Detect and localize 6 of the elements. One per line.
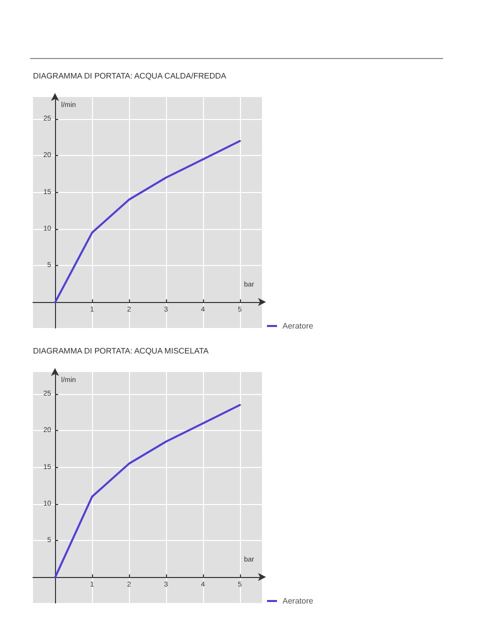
- legend-label: Aeratore: [282, 596, 314, 606]
- legend-label: Aeratore: [282, 322, 314, 330]
- line-series: [54, 404, 241, 578]
- line-series: [54, 140, 241, 304]
- chart-title: DIAGRAMMA DI PORTATA: ACQUA CALDA/FREDDA: [33, 72, 227, 80]
- chart-title: DIAGRAMMA DI PORTATA: ACQUA MISCELATA: [33, 346, 210, 356]
